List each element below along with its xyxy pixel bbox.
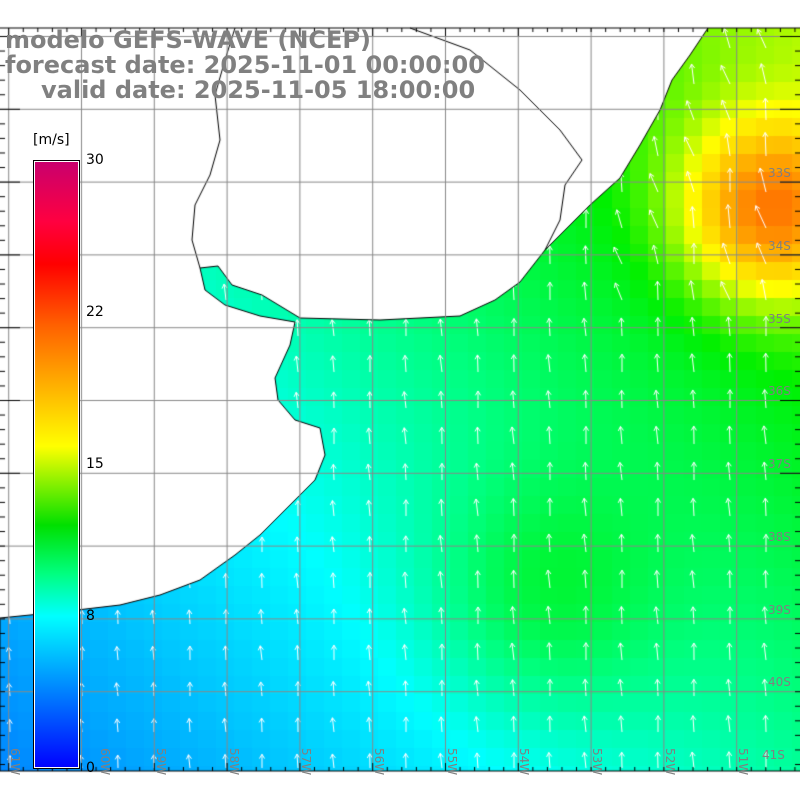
lon-label: 55W	[445, 748, 459, 776]
lon-label: 54W	[517, 748, 531, 776]
lon-label: 61W	[8, 748, 22, 776]
colorbar-unit: [m/s]	[33, 132, 70, 148]
lat-label: 36S	[768, 384, 791, 398]
forecast-date: forecast date: 2025-11-01 00:00:00	[5, 51, 485, 79]
lon-label: 52W	[663, 748, 677, 776]
colorbar	[33, 160, 80, 769]
lat-label: 35S	[768, 312, 791, 326]
valid-date: valid date: 2025-11-05 18:00:00	[41, 76, 476, 104]
colorbar-tick: 30	[86, 152, 104, 168]
lat-label: 34S	[768, 239, 791, 253]
lon-label: 58W	[227, 748, 241, 776]
colorbar-tick: 0	[86, 760, 95, 776]
lon-label: 59W	[154, 748, 168, 776]
colorbar-tick: 22	[86, 304, 104, 320]
colorbar-tick: 8	[86, 608, 95, 624]
lon-label: 51W	[736, 748, 750, 776]
lat-label: 39S	[768, 603, 791, 617]
lon-label: 57W	[299, 748, 313, 776]
lat-label: 37S	[768, 457, 791, 471]
lat-label: 33S	[768, 166, 791, 180]
lat-label: 41S	[762, 748, 785, 762]
lon-label: 60W	[98, 748, 112, 776]
colorbar-tick: 15	[86, 456, 104, 472]
lon-label: 56W	[372, 748, 386, 776]
lat-label: 40S	[768, 675, 791, 689]
lon-label: 53W	[590, 748, 604, 776]
lat-label: 38S	[768, 530, 791, 544]
model-title: modelo GEFS-WAVE (NCEP)	[5, 26, 371, 54]
